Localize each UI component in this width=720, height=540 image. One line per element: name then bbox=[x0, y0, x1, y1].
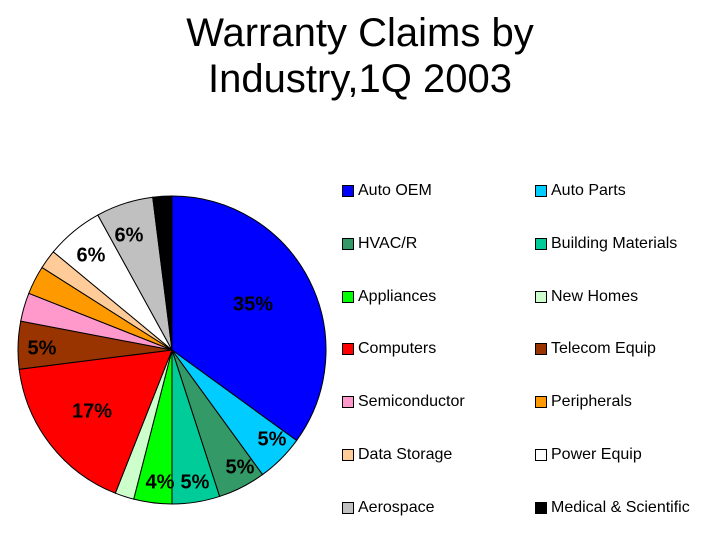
legend-label: Aerospace bbox=[358, 498, 435, 516]
legend-swatch bbox=[535, 396, 547, 409]
legend-label: Building Materials bbox=[551, 234, 678, 252]
legend-swatch bbox=[342, 449, 354, 461]
chart-title-line-2: Industry,1Q 2003 bbox=[208, 57, 512, 101]
legend-item-semiconductor: Semiconductor bbox=[342, 392, 465, 412]
legend-label: Appliances bbox=[358, 287, 437, 305]
data-label-appliances: 4% bbox=[146, 471, 175, 493]
data-label-power-equip: 6% bbox=[77, 244, 106, 266]
legend-swatch bbox=[342, 237, 354, 250]
legend-swatch bbox=[535, 343, 547, 356]
legend-swatch bbox=[535, 185, 547, 197]
legend-label: Power Equip bbox=[551, 446, 642, 463]
legend-swatch bbox=[535, 237, 547, 250]
legend-swatch bbox=[535, 290, 547, 303]
legend-swatch bbox=[342, 290, 354, 303]
legend-label: Data Storage bbox=[358, 446, 453, 463]
legend-label: Semiconductor bbox=[358, 393, 465, 411]
legend-swatch bbox=[535, 501, 547, 514]
legend-item-auto-oem: Auto OEM bbox=[342, 181, 432, 201]
legend-label: Auto Parts bbox=[551, 182, 626, 199]
legend-item-appliances: Appliances bbox=[342, 287, 436, 307]
legend-swatch bbox=[342, 343, 354, 356]
data-label-auto-parts: 5% bbox=[258, 428, 287, 450]
legend-item-computers: Computers bbox=[342, 339, 436, 359]
legend-label: Computers bbox=[358, 340, 437, 358]
data-label-building-materials: 5% bbox=[181, 471, 210, 493]
legend-item-data-storage: Data Storage bbox=[342, 445, 452, 465]
data-label-telecom-equip: 5% bbox=[28, 337, 57, 359]
legend-label: Peripherals bbox=[551, 393, 632, 411]
legend-item-auto-parts: Auto Parts bbox=[535, 181, 626, 201]
legend-item-building-materials: Building Materials bbox=[535, 234, 677, 254]
pie-slice-auto-oem bbox=[171, 195, 327, 442]
data-label-computers: 17% bbox=[72, 400, 112, 422]
legend-swatch bbox=[535, 449, 547, 461]
pie-slice-medical-scientific bbox=[152, 195, 173, 351]
legend-swatch bbox=[342, 185, 354, 197]
chart-title: Warranty Claims by Industry,1Q 2003 bbox=[0, 10, 720, 102]
legend-swatch bbox=[342, 501, 354, 514]
data-label-hvac-r: 5% bbox=[226, 456, 255, 478]
legend-item-medical-scientific: Medical & Scientific bbox=[535, 498, 690, 518]
data-label-auto-oem: 35% bbox=[233, 293, 273, 315]
legend-item-telecom-equip: Telecom Equip bbox=[535, 339, 656, 359]
legend-item-aerospace: Aerospace bbox=[342, 498, 435, 518]
legend-item-new-homes: New Homes bbox=[535, 287, 638, 307]
legend-label: Telecom Equip bbox=[551, 340, 656, 358]
legend-label: Auto OEM bbox=[358, 182, 432, 199]
pie-slice-computers bbox=[18, 349, 173, 494]
chart-title-line-1: Warranty Claims by bbox=[186, 11, 534, 55]
legend-item-power-equip: Power Equip bbox=[535, 445, 642, 465]
legend-label: Medical & Scientific bbox=[551, 498, 690, 516]
legend-item-hvac-r: HVAC/R bbox=[342, 234, 417, 254]
legend-label: New Homes bbox=[551, 287, 639, 305]
legend-label: HVAC/R bbox=[358, 234, 418, 252]
legend-swatch bbox=[342, 396, 354, 409]
legend-item-peripherals: Peripherals bbox=[535, 392, 632, 412]
data-label-aerospace: 6% bbox=[115, 224, 144, 246]
